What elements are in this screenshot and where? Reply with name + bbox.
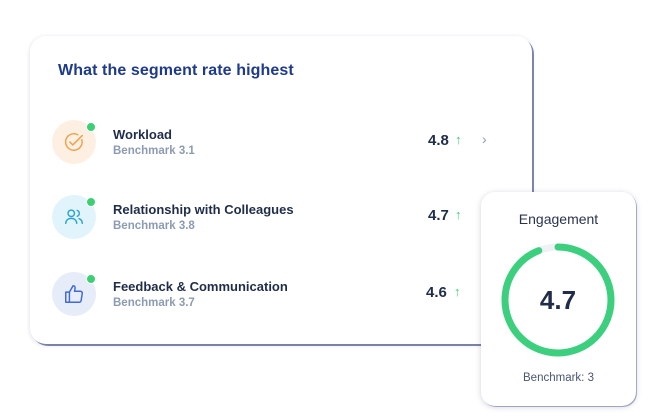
users-icon xyxy=(65,209,83,225)
rating-row-workload[interactable]: Workload Benchmark 3.1 4.8 ↑ › xyxy=(52,120,512,164)
gauge-progress xyxy=(501,243,615,357)
row-score: 4.8 xyxy=(428,132,449,149)
status-dot xyxy=(86,197,96,207)
status-dot xyxy=(86,274,96,284)
segment-card: What the segment rate highest Workload B… xyxy=(30,36,532,344)
engagement-gauge xyxy=(501,243,615,357)
row-label: Feedback & Communication xyxy=(113,279,288,294)
engagement-value: 4.7 xyxy=(539,284,577,315)
row-label: Relationship with Colleagues xyxy=(113,202,294,217)
row-label: Workload xyxy=(113,127,172,142)
trend-up-icon: ↑ xyxy=(455,132,462,147)
row-score: 4.7 xyxy=(428,207,449,224)
engagement-benchmark: Benchmark: 3 xyxy=(523,372,594,384)
card-title: What the segment rate highest xyxy=(58,62,294,79)
engagement-title: Engagement xyxy=(518,211,599,227)
status-dot xyxy=(86,122,96,132)
row-benchmark: Benchmark 3.7 xyxy=(113,297,195,309)
row-benchmark: Benchmark 3.1 xyxy=(113,145,195,157)
trend-up-icon: ↑ xyxy=(454,284,461,299)
row-benchmark: Benchmark 3.8 xyxy=(113,220,195,232)
row-score: 4.6 xyxy=(426,284,447,301)
engagement-card: Engagement 4.7 Benchmark: 3 xyxy=(481,192,636,406)
rating-row-relationship[interactable]: Relationship with Colleagues Benchmark 3… xyxy=(52,195,512,239)
thumbs-up-icon xyxy=(65,285,83,303)
chevron-right-icon[interactable]: › xyxy=(482,131,487,147)
trend-up-icon: ↑ xyxy=(455,207,462,222)
rating-row-feedback[interactable]: Feedback & Communication Benchmark 3.7 4… xyxy=(52,272,512,316)
check-circle-icon xyxy=(64,133,83,151)
relationship-icon-badge xyxy=(52,195,96,239)
